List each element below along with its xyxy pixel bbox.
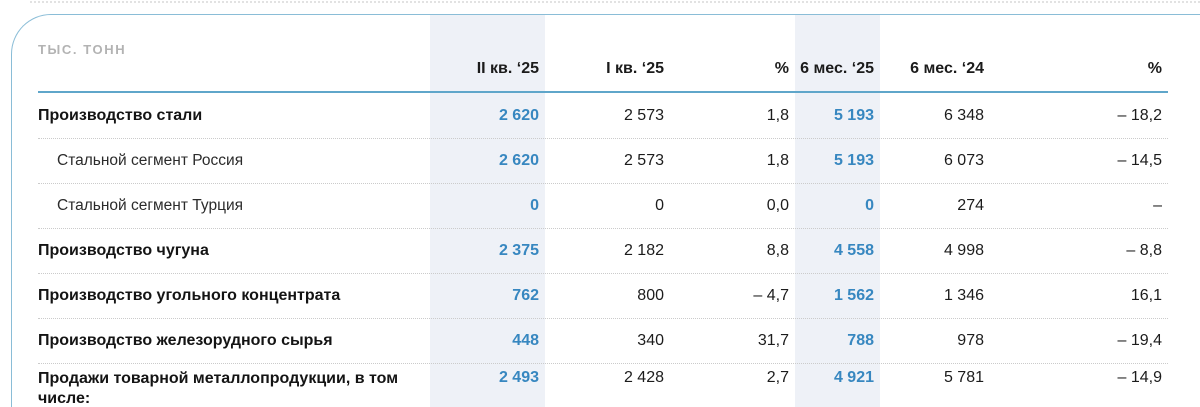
table-row: Производство железорудного сырья 448 340 31… (38, 318, 1168, 363)
highlight-column-q2-25 (430, 15, 545, 407)
highlight-column-6m-25 (795, 15, 880, 407)
value-cell: 800 (637, 287, 664, 304)
column-header: II кв. ‘25 (476, 60, 539, 77)
value-cell: 2,7 (766, 369, 789, 386)
column-header: % (774, 60, 789, 77)
value-cell: 788 (847, 332, 874, 349)
table-row: Производство угольного концентрата 762 800… (38, 273, 1168, 318)
table-row: Стальной сегмент Турция 0 0 0,0 0 274 – (38, 183, 1168, 228)
value-cell: 1 562 (833, 287, 874, 304)
value-cell: 0 (530, 197, 539, 214)
unit-cell: ТЫС. ТОНН (38, 15, 430, 59)
value-cell: 5 193 (833, 152, 874, 169)
table-body: Производство стали 2 620 2 573 1,8 5 193 6 34… (38, 93, 1168, 407)
value-cell: 6 348 (943, 106, 984, 124)
value-cell: 0 (865, 197, 874, 214)
value-cell: 2 375 (498, 242, 539, 259)
row-label: Производство чугуна (38, 242, 209, 259)
value-cell: 6 073 (943, 152, 984, 169)
value-cell: – 14,5 (1117, 152, 1162, 169)
row-label: Производство угольного концентрата (38, 287, 341, 304)
value-cell: 8,8 (766, 242, 789, 259)
value-cell: 2 573 (623, 106, 664, 124)
value-cell: 762 (512, 287, 539, 304)
row-label: Стальной сегмент Турция (57, 197, 243, 214)
value-cell: 0 (655, 197, 664, 214)
value-cell: 978 (957, 332, 984, 349)
table-row: Продажи товарной металлопродукции, в том… (38, 363, 1168, 407)
table-header-row: ТЫС. ТОНН II кв. ‘25 I кв. ‘25% 6 мес. ‘25… (38, 15, 1168, 93)
table-row: Стальной сегмент Россия 2 620 2 573 1,8 5 19… (38, 138, 1168, 183)
production-table-card: ТЫС. ТОНН II кв. ‘25 I кв. ‘25% 6 мес. ‘25… (11, 14, 1200, 407)
row-label: Стальной сегмент Россия (57, 152, 244, 169)
value-cell: 4 558 (833, 242, 874, 259)
production-table: ТЫС. ТОНН II кв. ‘25 I кв. ‘25% 6 мес. ‘25… (38, 15, 1168, 407)
value-cell: 5 781 (943, 369, 984, 386)
value-cell: 16,1 (1130, 287, 1162, 304)
value-cell: 274 (957, 197, 984, 214)
value-cell: 2 493 (498, 369, 539, 386)
value-cell: 1 346 (943, 287, 984, 304)
column-header: % (1147, 60, 1162, 77)
value-cell: 2 428 (623, 369, 664, 386)
value-cell: 4 998 (943, 242, 984, 259)
value-cell: 340 (637, 332, 664, 349)
column-header: 6 мес. ‘25 (800, 60, 874, 77)
value-cell: – 8,8 (1126, 242, 1162, 259)
unit-label: ТЫС. ТОНН (38, 42, 127, 57)
value-cell: 31,7 (757, 332, 789, 349)
value-cell: – (1153, 197, 1162, 214)
value-cell: 2 620 (498, 152, 539, 169)
top-divider (30, 1, 1200, 3)
value-cell: 448 (512, 332, 539, 349)
value-cell: 0,0 (766, 197, 789, 214)
value-cell: – 4,7 (753, 287, 789, 304)
table-row: Производство чугуна 2 375 2 182 8,8 4 558 4 9… (38, 228, 1168, 273)
value-cell: 1,8 (766, 106, 789, 124)
column-header: I кв. ‘25 (606, 60, 664, 77)
value-cell: 5 193 (833, 106, 874, 124)
value-cell: 1,8 (766, 152, 789, 169)
column-header: 6 мес. ‘24 (910, 60, 984, 77)
table-row: Производство стали 2 620 2 573 1,8 5 193 6 34… (38, 93, 1168, 138)
row-label: Продажи товарной металлопродукции, в том… (38, 370, 399, 407)
row-label: Производство железорудного сырья (38, 332, 333, 349)
value-cell: – 14,9 (1117, 369, 1162, 386)
row-label: Производство стали (38, 106, 203, 124)
value-cell: 2 573 (623, 152, 664, 169)
value-cell: 2 620 (498, 106, 539, 124)
value-cell: – 19,4 (1117, 332, 1162, 349)
value-cell: 2 182 (623, 242, 664, 259)
value-cell: – 18,2 (1117, 106, 1162, 124)
value-cell: 4 921 (833, 369, 874, 386)
